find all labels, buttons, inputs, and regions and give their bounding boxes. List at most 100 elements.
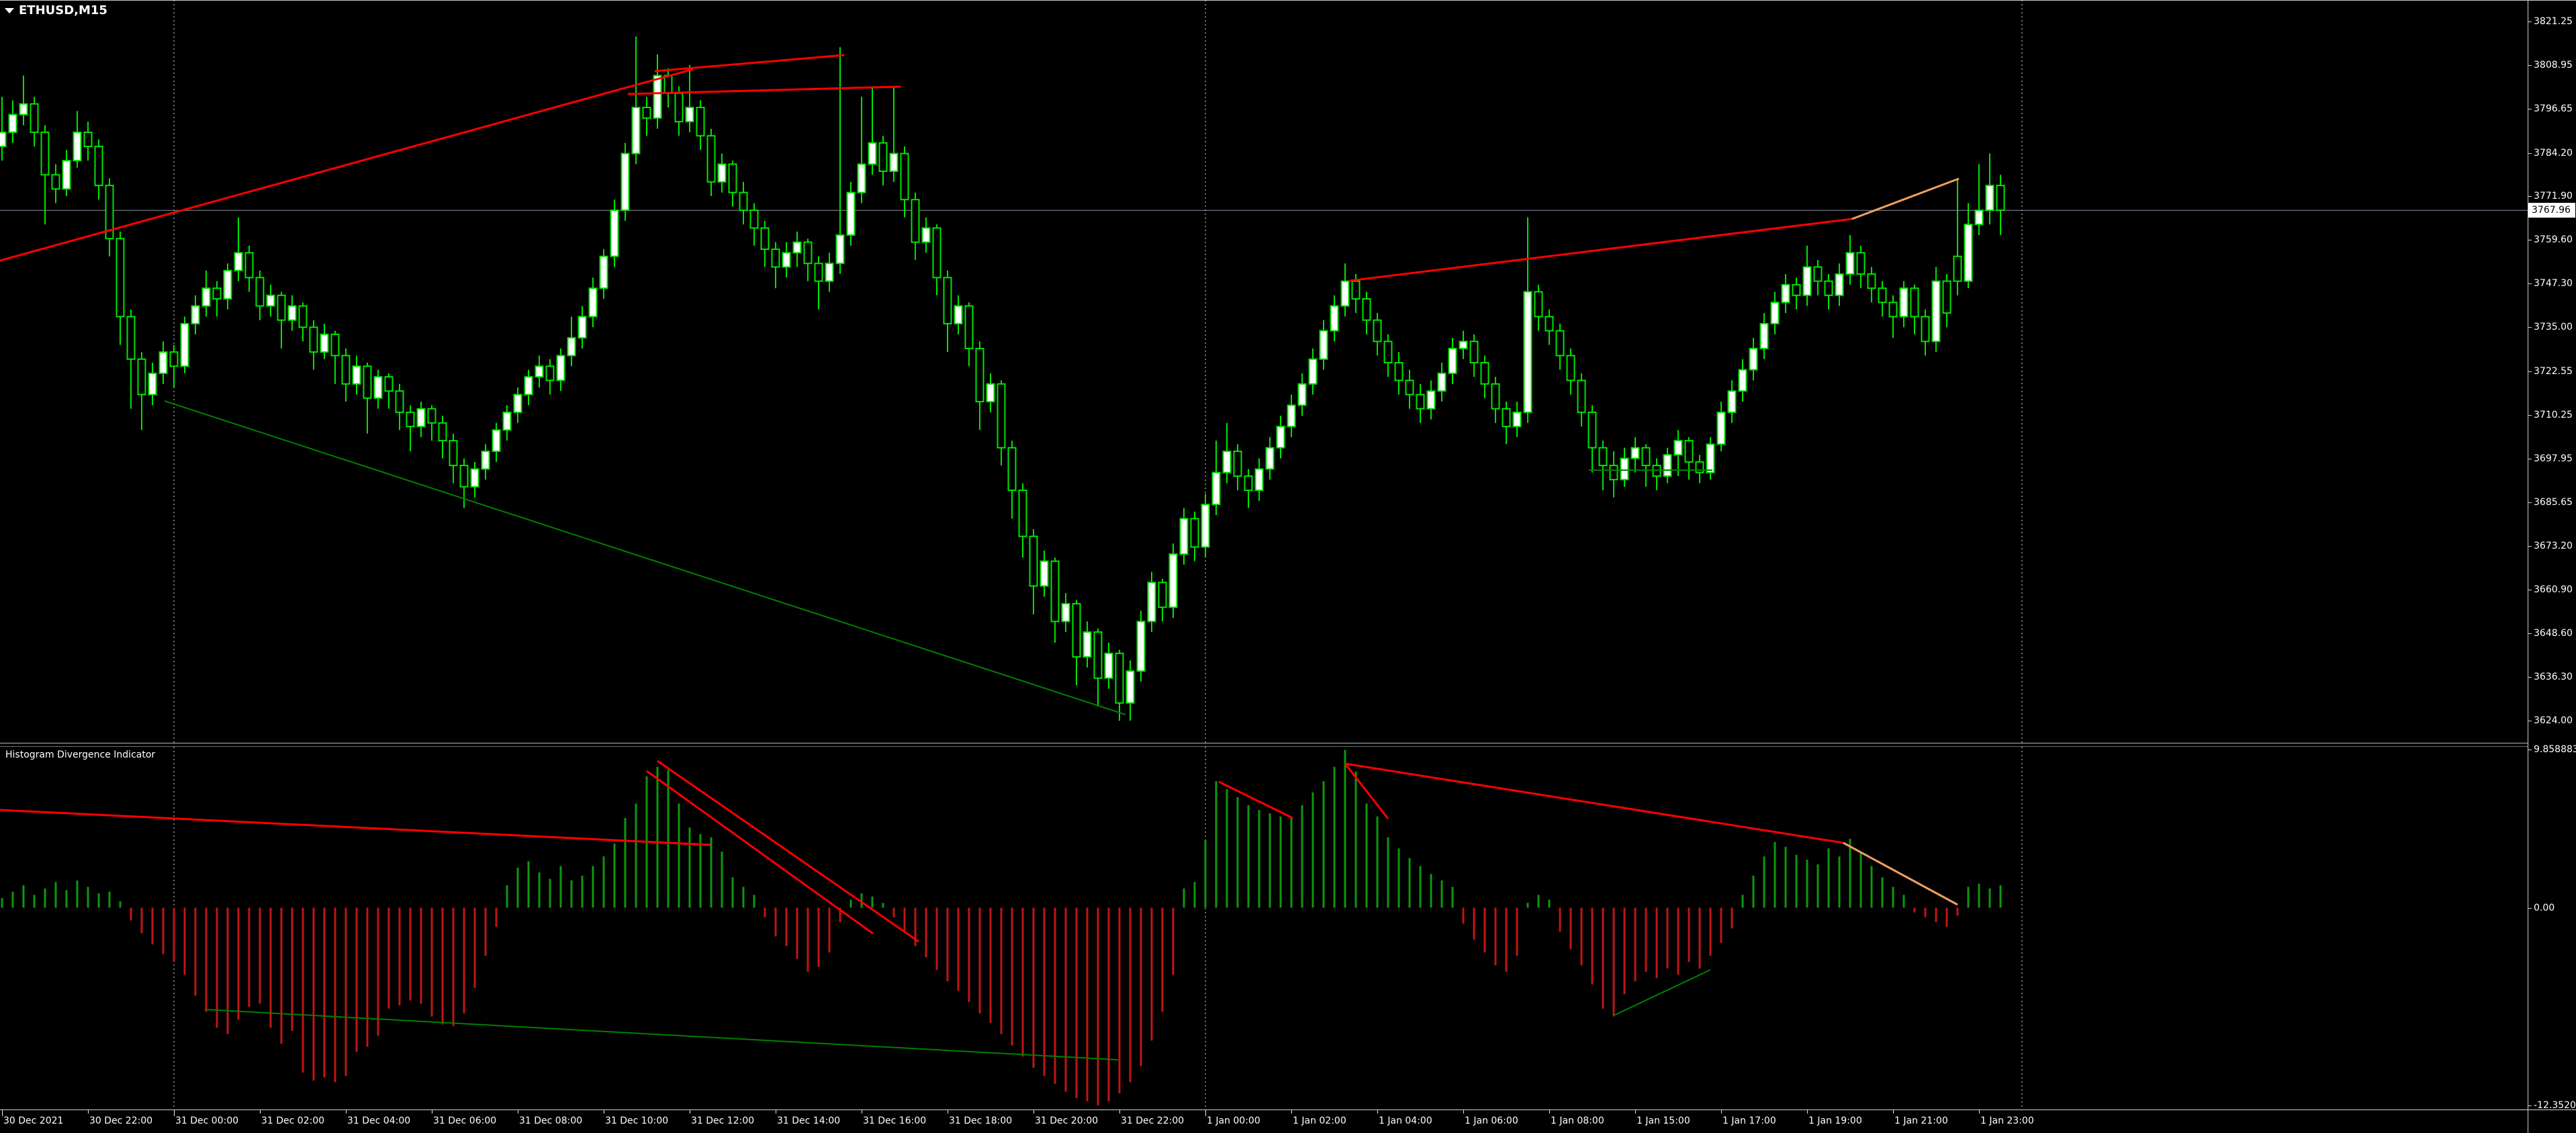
candle-body	[717, 163, 727, 183]
candle-body	[1276, 426, 1285, 449]
time-tick	[1635, 1110, 1636, 1114]
time-label: 30 Dec 22:00	[89, 1116, 153, 1126]
candle-body	[1781, 283, 1790, 304]
candle-body	[986, 383, 995, 403]
indicator-trend-line[interactable]	[1613, 969, 1711, 1016]
candle-body	[1158, 582, 1167, 608]
candle-body	[1738, 369, 1747, 392]
candle-body	[653, 75, 662, 119]
price-tick-label: 3821.25	[2534, 16, 2573, 27]
candle-body	[19, 103, 28, 116]
indicator-trend-line[interactable]	[1218, 780, 1293, 819]
candle-body	[760, 227, 770, 251]
candle-body	[1480, 362, 1489, 385]
price-tick-label: 3660.90	[2534, 584, 2573, 595]
candle-body	[1835, 273, 1844, 296]
trend-line[interactable]	[164, 400, 1126, 715]
trend-line[interactable]	[0, 68, 694, 262]
candle-body	[105, 185, 114, 240]
indicator-trend-line[interactable]	[1843, 842, 1958, 906]
time-label: 1 Jan 17:00	[1722, 1116, 1776, 1126]
candle-body	[470, 468, 479, 488]
trend-line[interactable]	[1851, 177, 1960, 220]
candle-body	[1555, 330, 1565, 357]
candle-body	[878, 142, 888, 172]
axis-tick	[2528, 327, 2532, 328]
candle-body	[1287, 404, 1296, 428]
trend-line[interactable]	[654, 54, 845, 73]
candle-body	[1340, 280, 1350, 307]
candle-body	[1416, 394, 1425, 410]
candle-body	[911, 199, 920, 243]
indicator-trend-line[interactable]	[646, 770, 874, 935]
price-tick-label: 3735.00	[2534, 322, 2573, 332]
trend-line[interactable]	[1349, 218, 1853, 282]
indicator-panel[interactable]	[0, 747, 2528, 1109]
candle-body	[975, 347, 984, 403]
indicator-trend-line[interactable]	[204, 1009, 1119, 1060]
candle-body	[1759, 322, 1769, 349]
candle-body	[191, 305, 200, 324]
axis-tick	[2528, 908, 2532, 909]
panel-divider-bottom	[0, 746, 2528, 747]
candlestick-chart[interactable]	[0, 0, 2528, 743]
candle-body	[1545, 316, 1554, 332]
candle-body	[1523, 291, 1532, 413]
candle-body	[201, 287, 211, 307]
indicator-trend-line[interactable]	[0, 809, 711, 846]
candle-body	[1319, 330, 1328, 360]
candle-body	[868, 142, 877, 165]
time-axis[interactable]: 30 Dec 2021 30 Dec 22:00 31 Dec 00:00 31 De…	[0, 1110, 2576, 1133]
candle-body	[1588, 411, 1597, 449]
candle-body	[266, 294, 275, 307]
candle-body	[1985, 185, 1994, 212]
candle-body	[1630, 447, 1640, 459]
candle-body	[1211, 471, 1221, 506]
candle-body	[1663, 454, 1672, 477]
candle-body	[674, 92, 684, 123]
indicator-trend-line[interactable]	[1344, 762, 1844, 844]
price-tick-label: 3808.95	[2534, 60, 2573, 71]
symbol-dropdown-icon[interactable]	[5, 7, 14, 13]
axis-tick	[2528, 677, 2532, 678]
price-axis[interactable]: 3821.25 3808.95 3796.65 3784.20 3771.90 3759.…	[2528, 0, 2576, 1133]
candle-body	[567, 337, 576, 357]
candle-body	[1437, 372, 1446, 392]
candle-body	[309, 326, 318, 353]
candle-body	[137, 358, 146, 396]
candle-body	[1845, 252, 1855, 275]
candle-body	[1190, 518, 1199, 548]
candle-body	[889, 152, 899, 172]
candle-body	[1673, 440, 1683, 456]
axis-tick	[2528, 283, 2532, 284]
price-tick-label: 3771.90	[2534, 191, 2573, 201]
price-tick-label: 3648.60	[2534, 628, 2573, 639]
candle-body	[1308, 358, 1318, 385]
trend-line[interactable]	[627, 85, 901, 95]
time-tick	[1463, 1110, 1464, 1114]
candle-body	[1921, 316, 1930, 343]
candle-body	[825, 263, 834, 282]
time-label: 31 Dec 14:00	[777, 1116, 841, 1126]
time-axis-border	[0, 1109, 2576, 1110]
candle-body	[126, 316, 136, 360]
candle-body	[51, 174, 60, 190]
time-label: 1 Jan 08:00	[1551, 1116, 1604, 1126]
candle-body	[1695, 461, 1704, 473]
indicator-trend-line[interactable]	[1344, 763, 1389, 819]
candle-body	[1641, 447, 1651, 467]
candle-body	[1040, 560, 1049, 587]
candle-body	[1426, 390, 1436, 410]
candle-body	[1716, 411, 1726, 445]
candle-body	[406, 411, 415, 428]
candle-body	[352, 365, 361, 385]
price-chart-panel[interactable]	[0, 0, 2528, 743]
time-tick	[1291, 1110, 1292, 1114]
time-tick	[1807, 1110, 1808, 1114]
time-label: 31 Dec 00:00	[175, 1116, 239, 1126]
indicator-trend-line[interactable]	[657, 760, 919, 943]
candle-body	[1244, 475, 1253, 492]
candle-body	[1878, 287, 1887, 304]
histogram-chart[interactable]	[0, 747, 2528, 1109]
time-label: 1 Jan 02:00	[1293, 1116, 1346, 1126]
